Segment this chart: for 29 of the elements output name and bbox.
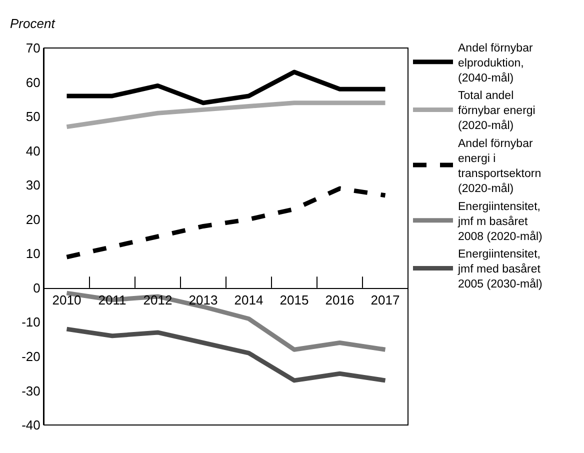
x-tick-label: 2016: [325, 292, 354, 308]
line-series: [64, 186, 388, 260]
legend-label: Andel förnybar energi i transportsektorn (2020-mål): [458, 138, 542, 195]
x-tick-label: 2013: [188, 292, 218, 308]
x-tick-label: 2015: [280, 292, 309, 308]
y-tick-label: 60: [26, 74, 40, 90]
y-axis-title: Procent: [10, 16, 56, 31]
y-tick-label: 30: [26, 178, 40, 193]
y-tick-label: 20: [26, 212, 40, 227]
y-tick-label: 50: [26, 109, 40, 124]
x-tick-label: 2012: [143, 292, 172, 308]
y-tick-label: 70: [26, 40, 40, 56]
line-series: [64, 326, 388, 383]
y-tick-label: 40: [26, 143, 40, 158]
x-tick-label: 2010: [52, 292, 82, 308]
y-tick-label: -40: [22, 418, 40, 433]
legend-label: Total andel förnybar energi (2020-mål): [458, 90, 536, 132]
legend-label: Energiintensitet, jmf m basåret 2008 (2020-mål): [457, 200, 543, 243]
x-tick-label: 2014: [234, 292, 264, 308]
y-tick-label: 10: [26, 246, 40, 262]
y-tick-label: -30: [22, 383, 40, 398]
line-series: [64, 70, 388, 106]
y-tick-label: -10: [22, 314, 40, 330]
y-tick-label: 0: [33, 280, 40, 296]
legend-label: Energiintensitet, jmf med basåret 2005 (2030-mål): [457, 248, 543, 291]
x-tick-label: 2017: [370, 292, 400, 308]
line-series: [64, 100, 388, 130]
legend-label: Andel förnybar elproduktion, (2040-mål): [458, 42, 533, 84]
y-tick-label: -20: [22, 349, 40, 364]
